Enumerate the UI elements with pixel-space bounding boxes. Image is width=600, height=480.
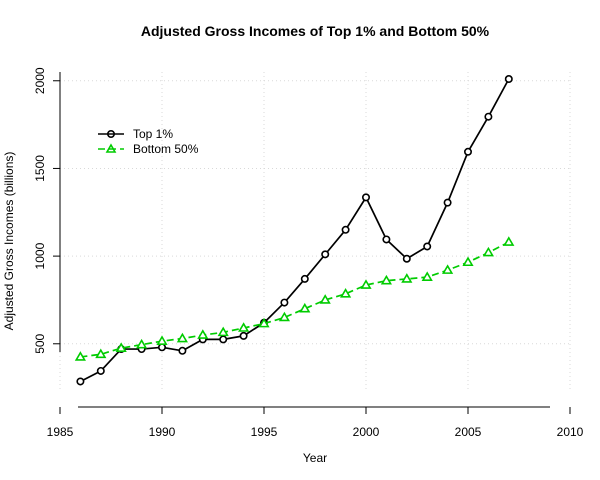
data-point [443, 198, 452, 207]
data-point [280, 298, 289, 307]
y-tick-label: 500 [33, 333, 47, 353]
legend-marker-triangle [105, 143, 117, 153]
data-point [96, 366, 105, 375]
y-tick-label: 1500 [33, 155, 47, 182]
data-point [95, 348, 107, 359]
y-tick-label: 2000 [33, 67, 47, 94]
series-bottom50 [74, 236, 515, 361]
y-axis-label: Adjusted Gross Incomes (billions) [2, 152, 16, 331]
data-point [402, 254, 411, 263]
data-point [156, 335, 168, 345]
data-point [462, 256, 474, 267]
data-point [484, 112, 493, 121]
x-tick-label: 1990 [149, 425, 176, 439]
data-point [504, 75, 513, 84]
data-point [158, 343, 167, 352]
data-point [421, 271, 433, 281]
y-tick-label: 1000 [33, 242, 47, 269]
x-tick-label: 1995 [251, 425, 278, 439]
series-layer [74, 75, 515, 386]
x-axis-label: Year [303, 451, 327, 465]
data-point [382, 235, 391, 244]
data-point [219, 335, 228, 344]
data-point [300, 274, 309, 283]
data-point [176, 332, 188, 343]
series-line [80, 78, 510, 383]
legend: Top 1% Bottom 50% [98, 127, 199, 156]
legend-marker-circle [107, 130, 116, 139]
chart-title: Adjusted Gross Incomes of Top 1% and Bot… [141, 23, 490, 39]
data-point [217, 326, 229, 337]
data-point [341, 225, 350, 234]
data-point [463, 147, 472, 156]
data-point [361, 193, 370, 202]
data-point [239, 331, 248, 340]
data-point [197, 329, 209, 339]
y-ticks: 500 1000 1500 2000 [33, 67, 60, 354]
data-point [401, 273, 413, 283]
data-point [299, 302, 311, 313]
data-point [258, 317, 270, 328]
data-point [423, 242, 432, 251]
series-top1 [76, 75, 513, 386]
x-tick-label: 1985 [47, 425, 74, 439]
legend-label-bottom50: Bottom 50% [133, 142, 199, 156]
x-tick-label: 2000 [353, 425, 380, 439]
data-point [503, 236, 515, 246]
x-tick-label: 2005 [455, 425, 482, 439]
grid [59, 72, 571, 392]
data-point [278, 311, 290, 322]
data-point [340, 288, 352, 298]
data-point [178, 346, 187, 355]
data-point [321, 250, 330, 259]
data-point [482, 246, 494, 257]
data-point [74, 351, 86, 361]
data-point [115, 342, 127, 352]
x-ticks: 1985 1990 1995 2000 2005 2010 [47, 407, 584, 439]
data-point [360, 279, 372, 289]
data-point [136, 338, 148, 349]
data-point [319, 294, 331, 304]
series-line [80, 241, 510, 358]
data-point [442, 264, 454, 274]
data-point [76, 377, 85, 386]
legend-label-top1: Top 1% [133, 127, 173, 141]
data-point [238, 322, 250, 332]
data-point [380, 274, 392, 285]
x-tick-label: 2010 [557, 425, 584, 439]
